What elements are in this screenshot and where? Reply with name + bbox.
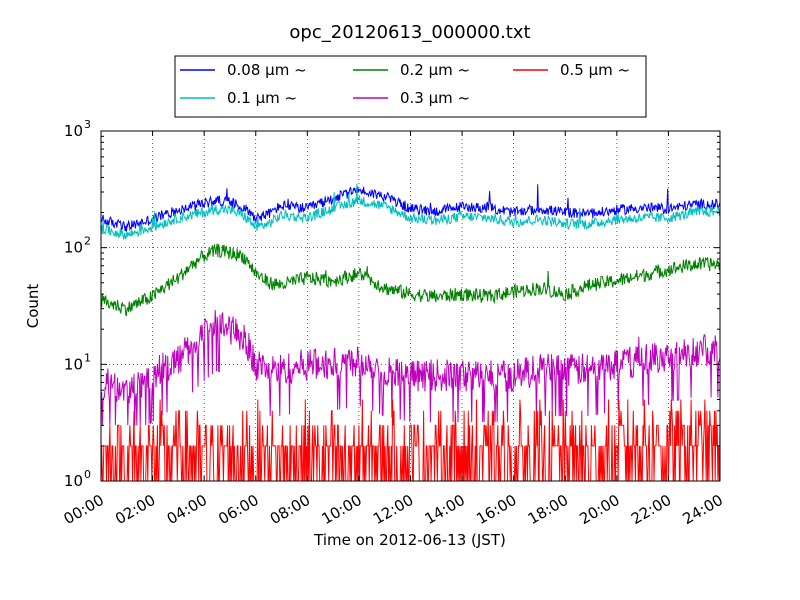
y-tick-label: 10 [64, 122, 83, 140]
y-axis-label: Count [24, 284, 42, 329]
y-tick-label: 10 [64, 355, 83, 373]
legend: 0.08 μm ~ 0.1 μm ~ 0.2 μm ~ 0.3 μm ~ 0.5 μm … [174, 55, 647, 118]
series-line [100, 184, 721, 240]
y-tick-label: 10 [64, 472, 83, 490]
legend-label: 0.08 μm ~ [227, 61, 307, 79]
y-tick-label: 10 [64, 239, 83, 257]
legend-box [174, 55, 647, 118]
legend-label: 0.3 μm ~ [400, 89, 470, 107]
chart-title: opc_20120613_000000.txt [289, 22, 530, 43]
y-tick-exponent: 1 [84, 351, 91, 364]
series-line [100, 243, 721, 317]
y-tick-exponent: 2 [84, 235, 91, 248]
y-tick-exponent: 0 [84, 468, 91, 481]
legend-label: 0.5 μm ~ [560, 61, 630, 79]
x-axis-label: Time on 2012-06-13 (JST) [313, 531, 506, 549]
series-line [100, 309, 721, 426]
legend-label: 0.1 μm ~ [227, 89, 297, 107]
legend-label: 0.2 μm ~ [400, 61, 470, 79]
series-line [100, 184, 721, 232]
y-tick-exponent: 3 [84, 118, 91, 131]
series-line [100, 399, 721, 482]
